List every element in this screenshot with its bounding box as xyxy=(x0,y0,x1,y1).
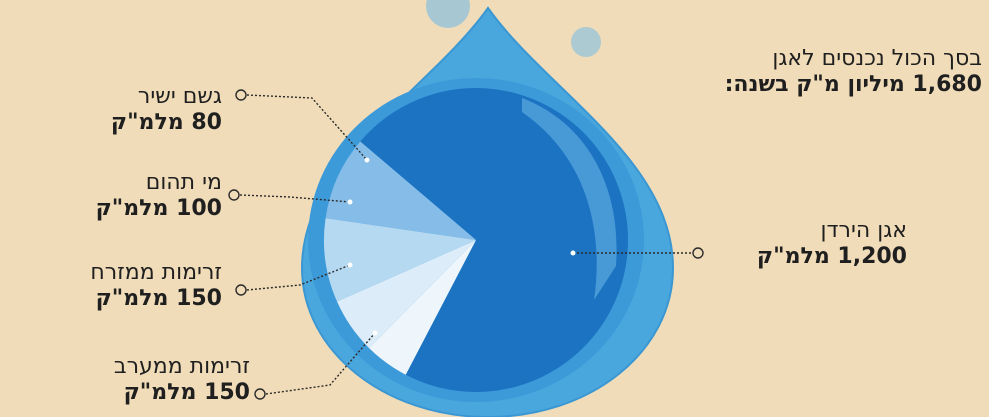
slice-value: 150 מלמ"ק xyxy=(95,286,222,311)
leader-west-flows-end-ring xyxy=(254,388,266,400)
slice-name: גשם ישיר xyxy=(137,84,222,109)
slice-name: זרימות ממערב xyxy=(113,354,250,379)
leader-lines xyxy=(228,89,704,400)
slice-label-west-flows: זרימות ממערב 150 מלמ"ק xyxy=(0,354,250,406)
slice-direct-rain xyxy=(369,240,476,375)
slice-label-east-flows: זרימות ממזרח 150 מלמ"ק xyxy=(0,260,222,312)
slice-name: זרימות ממזרח xyxy=(90,260,222,285)
slice-label-direct-rain: גשם ישיר 80 מלמ"ק xyxy=(0,84,222,136)
slice-name: אגן הירדן xyxy=(820,218,907,243)
leader-jordan-basin-end-ring xyxy=(692,247,704,259)
slice-name: מי תהום xyxy=(145,170,222,195)
slice-value: 80 מלמ"ק xyxy=(110,110,222,135)
slice-west-flows xyxy=(325,141,476,240)
slice-value: 1,200 מלמ"ק xyxy=(756,244,907,269)
leader-groundwater xyxy=(239,194,351,203)
total-inflow-label: בסך הכול נכנסים לאגן 1,680 מיליון מ"ק בש… xyxy=(640,46,982,98)
leader-groundwater-end-ring xyxy=(228,189,240,201)
leader-direct-rain xyxy=(246,94,368,161)
total-line-1: בסך הכול נכנסים לאגן xyxy=(772,46,982,71)
leader-jordan-basin-anchor-dot xyxy=(570,250,576,256)
total-line-2: 1,680 מיליון מ"ק בשנה: xyxy=(724,72,982,97)
pie-chart xyxy=(323,87,628,392)
slice-east-flows xyxy=(323,218,476,302)
leader-west-flows-anchor-dot xyxy=(372,330,378,336)
bubble-right xyxy=(571,27,601,57)
slice-groundwater xyxy=(337,240,476,349)
slice-value: 150 מלמ"ק xyxy=(123,380,250,405)
leader-direct-rain-end-ring xyxy=(235,89,247,101)
bubble-top xyxy=(426,0,470,28)
leader-direct-rain-anchor-dot xyxy=(364,157,370,163)
slice-label-jordan-basin: אגן הירדן 1,200 מלמ"ק xyxy=(692,218,907,270)
leader-groundwater-anchor-dot xyxy=(347,199,353,205)
leader-west-flows xyxy=(265,332,376,395)
leader-east-flows-anchor-dot xyxy=(347,262,353,268)
slice-label-groundwater: מי תהום 100 מלמ"ק xyxy=(0,170,222,222)
leader-east-flows-end-ring xyxy=(235,284,247,296)
leader-east-flows xyxy=(246,264,351,291)
slice-value: 100 מלמ"ק xyxy=(95,196,222,221)
slice-jordan-basin xyxy=(360,87,628,392)
drop-highlight xyxy=(522,98,617,300)
